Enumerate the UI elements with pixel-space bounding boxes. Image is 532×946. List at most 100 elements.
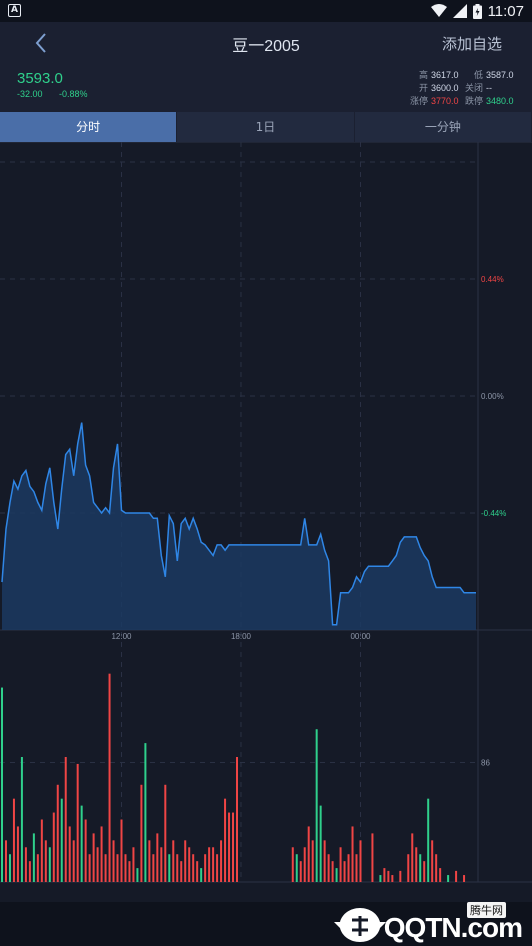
volume-bar	[184, 840, 187, 882]
volume-bar	[347, 854, 350, 882]
volume-bar	[164, 784, 167, 882]
volume-bar	[379, 875, 382, 882]
price-area	[2, 422, 476, 630]
volume-bar	[295, 854, 298, 882]
high-label: 高	[418, 70, 428, 80]
volume-bar	[120, 819, 123, 882]
status-bar: A 11:07	[0, 0, 532, 22]
volume-bar	[84, 819, 87, 882]
volume-bar	[291, 847, 294, 882]
volume-bar	[220, 840, 223, 882]
volume-bar	[359, 840, 362, 882]
volume-bar	[68, 826, 71, 882]
signal-icon	[452, 4, 467, 18]
volume-bar	[40, 819, 43, 882]
volume-bar	[204, 854, 207, 882]
volume-bar	[12, 798, 15, 882]
price-change: -32.00	[17, 89, 43, 99]
volume-bar	[427, 798, 430, 882]
top-nav-bar: 豆一2005 添加自选	[0, 22, 532, 64]
volume-bar	[212, 847, 215, 882]
volume-bar	[200, 868, 203, 882]
battery-icon	[472, 3, 482, 19]
chart-period-tabs: 分时 1日 一分钟	[0, 112, 532, 142]
volume-bar	[335, 868, 338, 882]
volume-bar	[303, 847, 306, 882]
volume-bar	[208, 847, 211, 882]
volume-bar	[24, 847, 27, 882]
add-to-watchlist-button[interactable]: 添加自选	[441, 35, 502, 53]
volume-bar	[52, 812, 55, 882]
volume-bar	[28, 861, 31, 882]
volume-bar	[399, 870, 402, 882]
volume-bar	[100, 826, 103, 882]
volume-bar	[339, 847, 342, 882]
volume-bar	[128, 861, 131, 882]
open-label: 开	[418, 83, 428, 93]
volume-bar	[160, 847, 163, 882]
volume-bar	[391, 875, 394, 882]
close-value: --	[486, 83, 492, 93]
price-line	[1, 422, 476, 626]
limit-up-value: 3770.0	[431, 96, 459, 106]
volume-bar	[315, 729, 318, 882]
volume-bar	[371, 833, 374, 882]
volume-bar	[4, 840, 7, 882]
price-axis-label: -0.44%	[481, 509, 506, 518]
volume-bar	[32, 833, 35, 882]
volume-bar	[455, 870, 458, 882]
volume-bar	[323, 840, 326, 882]
app-notification-icon: A	[8, 4, 21, 17]
volume-bar	[439, 868, 442, 882]
tab-intraday[interactable]: 分时	[0, 112, 178, 142]
watermark: 腾牛网 QQTN.com	[316, 902, 526, 946]
volume-bar	[387, 870, 390, 882]
tab-1-day[interactable]: 1日	[177, 112, 355, 142]
volume-bar	[196, 861, 199, 882]
watermark-tagline: 腾牛网	[467, 902, 506, 918]
volume-bar	[463, 875, 466, 882]
time-axis-label: 12:00	[111, 632, 132, 641]
low-value: 3587.0	[486, 70, 514, 80]
bottom-bar	[0, 902, 532, 946]
volume-bar	[16, 826, 19, 882]
volume-bar	[56, 784, 59, 882]
volume-bar	[20, 757, 23, 882]
open-value: 3600.0	[431, 83, 459, 93]
volume-bar	[447, 875, 450, 882]
volume-bar	[232, 812, 235, 882]
volume-bar	[104, 854, 107, 882]
time-axis-label: 18:00	[231, 632, 252, 641]
volume-bar	[311, 840, 314, 882]
watermark-text: QQTN.com	[383, 912, 523, 943]
volume-bar	[144, 743, 147, 882]
volume-bar	[343, 861, 346, 882]
volume-bar	[419, 854, 422, 882]
volume-bar	[64, 757, 67, 882]
volume-bar	[188, 847, 191, 882]
price-change-percent: -0.88%	[59, 89, 88, 99]
volume-bar	[108, 673, 111, 882]
volume-bar	[148, 840, 151, 882]
volume-axis-label: 86	[481, 759, 490, 768]
volume-bar	[407, 854, 410, 882]
status-icons: 11:07	[430, 1, 524, 21]
volume-bar	[88, 854, 91, 882]
quote-stats: 高 3617.0 低 3587.0 开 3600.0 关闭 -- 涨停 3770.0 跌停…	[406, 69, 516, 108]
intraday-chart[interactable]: 0.44% 0.00% -0.44% 12:00 18:00 00:00 86	[0, 142, 532, 902]
status-time: 11:07	[487, 2, 524, 20]
volume-bar	[152, 854, 155, 882]
high-value: 3617.0	[431, 70, 459, 80]
back-arrow-icon[interactable]	[30, 31, 54, 55]
watermark-logo-icon	[334, 908, 386, 942]
volume-bar	[124, 854, 127, 882]
volume-bar	[319, 805, 322, 882]
volume-bar	[327, 854, 330, 882]
volume-bar	[132, 847, 135, 882]
volume-bar	[48, 847, 51, 882]
volume-bar	[136, 868, 139, 882]
low-label: 低	[473, 70, 483, 80]
tab-1-minute[interactable]: 一分钟	[355, 112, 532, 142]
volume-bar	[80, 805, 83, 882]
limit-up-label: 涨停	[409, 96, 428, 106]
